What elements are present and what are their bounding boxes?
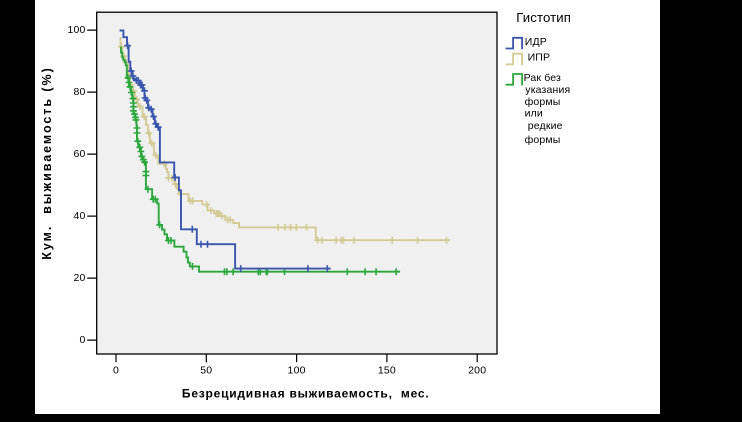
svg-text:формы: формы xyxy=(525,96,561,108)
svg-text:100: 100 xyxy=(67,24,85,36)
svg-text:50: 50 xyxy=(200,365,212,377)
svg-text:20: 20 xyxy=(74,272,86,284)
svg-text:указания: указания xyxy=(525,84,570,96)
svg-text:150: 150 xyxy=(378,365,396,377)
svg-text:редкие: редкие xyxy=(528,120,563,132)
svg-text:ИДР: ИДР xyxy=(525,36,547,48)
svg-text:0: 0 xyxy=(80,334,86,346)
svg-text:Кум. выживаемость (%): Кум. выживаемость (%) xyxy=(40,66,54,259)
svg-text:Гистотип: Гистотип xyxy=(516,10,571,25)
svg-text:Рак без: Рак без xyxy=(524,72,561,84)
svg-text:Безрецидивная выживаемость, м: Безрецидивная выживаемость, мес. xyxy=(182,386,430,400)
svg-text:или: или xyxy=(525,107,543,119)
svg-text:0: 0 xyxy=(113,365,119,377)
svg-text:ИПР: ИПР xyxy=(528,52,551,64)
svg-text:40: 40 xyxy=(74,210,86,222)
svg-text:100: 100 xyxy=(288,365,306,377)
svg-text:80: 80 xyxy=(74,86,86,98)
svg-text:200: 200 xyxy=(468,365,486,377)
svg-text:60: 60 xyxy=(74,148,86,160)
svg-text:формы: формы xyxy=(525,134,561,146)
